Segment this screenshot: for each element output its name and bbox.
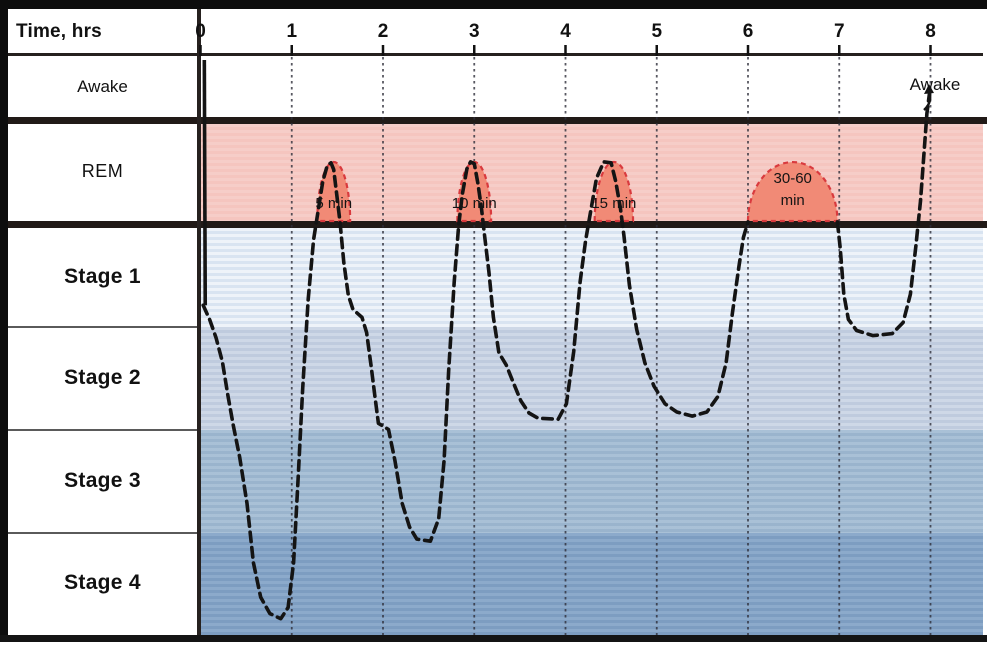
rem-period-dome (746, 160, 839, 223)
stage3-band (201, 430, 983, 533)
row-label-stage3: Stage 3 (64, 469, 141, 492)
row-label-column (8, 9, 197, 635)
x-tick-label: 2 (377, 21, 389, 42)
stage1-band (201, 228, 983, 327)
rem-bottom-rule (0, 221, 987, 228)
stage4-band (201, 533, 983, 635)
frame-bottom (0, 635, 987, 642)
row-label-stage1: Stage 1 (64, 265, 141, 288)
rem-top-rule (0, 117, 987, 124)
x-tick-label: 3 (468, 21, 480, 42)
row-separator (8, 532, 199, 534)
awake-end-annotation: Awake (909, 75, 961, 94)
x-tick-label: 0 (195, 21, 206, 42)
row-label-stage2: Stage 2 (64, 366, 141, 389)
row-separator (8, 429, 199, 431)
row-label-rem: REM (81, 161, 124, 181)
rem-duration-label: 30-60 min (773, 170, 812, 209)
sleep-curve (835, 90, 932, 338)
x-tick-label: 7 (833, 21, 845, 42)
rem-duration-label: 10 min (451, 195, 497, 212)
row-separator (8, 326, 199, 328)
rem-period-dome (593, 160, 635, 223)
row-label-stage4: Stage 4 (64, 571, 141, 594)
x-tick-label: 5 (651, 21, 663, 42)
sleep-curve-start (202, 59, 208, 306)
stage2-band (201, 327, 983, 430)
rem-duration-label: 5 min (315, 195, 353, 212)
x-tick-label: 1 (286, 21, 298, 42)
sleep-curve (201, 160, 750, 621)
row-label-awake: Awake (77, 77, 128, 96)
x-tick-label: 8 (925, 21, 936, 42)
label-column-border (197, 9, 201, 635)
awake-arrowhead (924, 84, 934, 94)
frame-top (0, 0, 987, 9)
header-underline (8, 53, 983, 56)
frame-left (0, 0, 8, 642)
x-tick-label: 4 (560, 21, 571, 42)
x-tick-label: 6 (742, 21, 754, 42)
rem-duration-label: 15 min (591, 195, 637, 212)
x-axis-title: Time, hrs (16, 21, 102, 42)
